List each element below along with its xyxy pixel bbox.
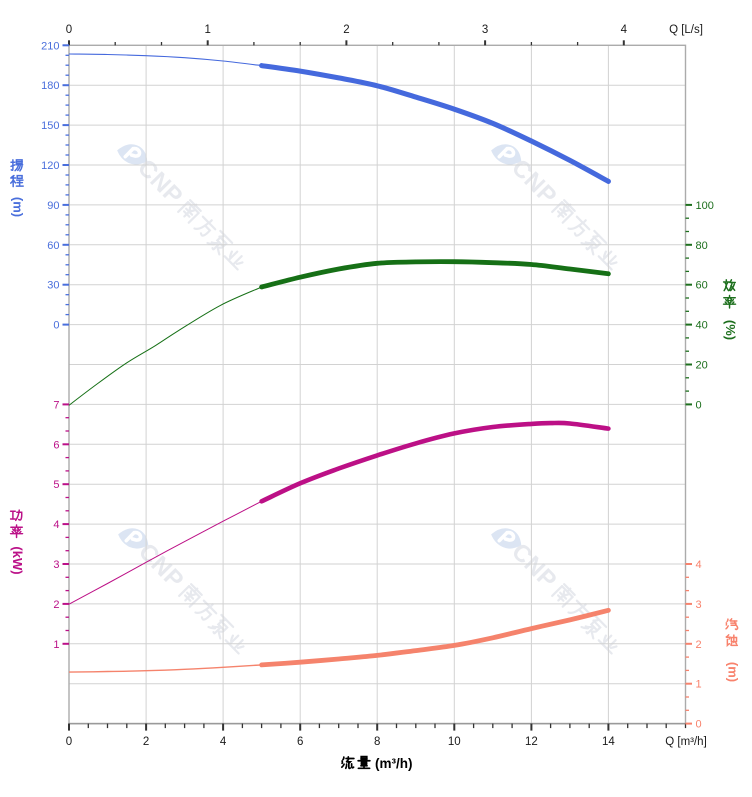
svg-text:6: 6 xyxy=(297,736,303,748)
svg-text:14: 14 xyxy=(602,736,615,748)
svg-text:80: 80 xyxy=(696,240,708,252)
svg-text:8: 8 xyxy=(374,736,380,748)
svg-text:4: 4 xyxy=(621,24,628,36)
svg-text:7: 7 xyxy=(53,399,59,411)
svg-text:3: 3 xyxy=(53,559,59,571)
svg-text:5: 5 xyxy=(53,479,59,491)
svg-text:40: 40 xyxy=(696,320,708,332)
svg-text:(kW): (kW) xyxy=(10,546,25,574)
svg-text:4: 4 xyxy=(696,559,702,571)
svg-text:20: 20 xyxy=(696,360,708,372)
svg-text:(%): (%) xyxy=(723,320,738,340)
svg-text:Q [m³/h]: Q [m³/h] xyxy=(665,736,707,748)
svg-text:150: 150 xyxy=(41,120,59,132)
svg-text:60: 60 xyxy=(47,240,59,252)
svg-text:90: 90 xyxy=(47,200,59,212)
svg-text:12: 12 xyxy=(525,736,538,748)
svg-text:(m): (m) xyxy=(11,197,26,217)
svg-text:2: 2 xyxy=(53,599,59,611)
svg-text:30: 30 xyxy=(47,280,59,292)
svg-text:6: 6 xyxy=(53,439,59,451)
svg-text:0: 0 xyxy=(53,320,59,332)
svg-text:210: 210 xyxy=(41,40,59,52)
svg-text:1: 1 xyxy=(53,639,59,651)
svg-text:0: 0 xyxy=(66,24,72,36)
svg-text:0: 0 xyxy=(696,399,702,411)
svg-text:Q [L/s]: Q [L/s] xyxy=(669,24,703,36)
svg-text:1: 1 xyxy=(204,24,210,36)
svg-text:1: 1 xyxy=(696,679,702,691)
svg-text:60: 60 xyxy=(696,280,708,292)
svg-text:3: 3 xyxy=(482,24,488,36)
svg-text:120: 120 xyxy=(41,160,59,172)
svg-text:4: 4 xyxy=(220,736,227,748)
svg-text:(m³/h): (m³/h) xyxy=(375,756,413,771)
svg-text:100: 100 xyxy=(696,200,714,212)
svg-text:2: 2 xyxy=(343,24,349,36)
svg-text:(m): (m) xyxy=(726,662,741,682)
svg-text:3: 3 xyxy=(696,599,702,611)
svg-text:4: 4 xyxy=(53,519,59,531)
svg-text:2: 2 xyxy=(696,639,702,651)
svg-text:0: 0 xyxy=(66,736,72,748)
svg-text:0: 0 xyxy=(696,719,702,731)
svg-text:10: 10 xyxy=(448,736,461,748)
svg-text:180: 180 xyxy=(41,80,59,92)
svg-text:2: 2 xyxy=(143,736,149,748)
